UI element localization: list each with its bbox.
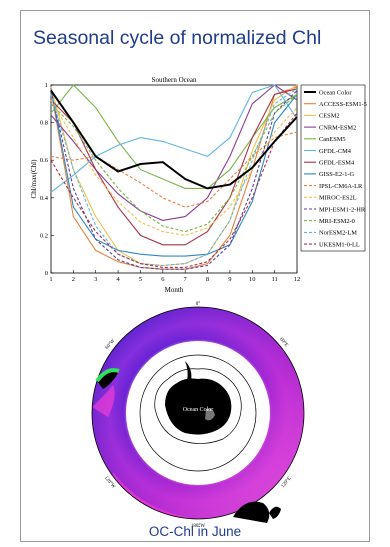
y-tick-label: 0.6 [40,157,49,164]
lon-label-180w: 180°W [191,524,205,529]
y-tick-label: 0.2 [40,232,48,239]
series-line [50,90,298,270]
antarctic-chl-map: Ocean Color 0° 60°E 120°E 180°W 120°W 60… [91,302,305,529]
legend-entry: GISS-E2-1-G [319,171,355,178]
new-zealand [269,506,281,519]
x-tick-label: 11 [272,276,278,283]
legend-entry: CNRM-ESM2 [319,124,356,131]
legend-entry: CESM2 [319,113,340,120]
antarctic-peninsula [185,361,192,381]
series-line [50,84,298,189]
series-line [50,84,298,221]
legend-entry: NorESM2-LM [319,230,357,237]
x-tick-label: 8 [206,276,209,283]
y-tick-label: 0.4 [40,195,49,202]
legend: Ocean Color ACCESS-ESM1-5 CESM2 CNRM-ESM2 Ca… [304,89,367,248]
legend-entry: GFDL-CM4 [319,148,352,155]
x-tick-label: 9 [228,276,231,283]
ice-edge-contour [154,368,242,444]
x-axis-label: Month [165,286,184,294]
y-tick-label: 0.8 [40,120,48,127]
x-tick-label: 5 [139,276,142,283]
series-lines [50,84,298,270]
series-line [50,99,298,236]
map-caption: OC-Chl in June [148,524,242,539]
series-line [50,86,298,270]
legend-entry: MRI-ESM2-0 [319,218,355,225]
y-tick-label: 1 [45,82,48,89]
series-line [50,112,298,268]
coastal-bloom [95,368,120,383]
x-tick-label: 6 [161,276,165,283]
series-line [50,93,298,233]
map-center-label: Ocean Color [183,407,214,413]
slide-title: Seasonal cycle of normalized Chl [33,27,322,49]
legend-entry: IPSL-CM6A-LR [319,183,363,190]
antarctica-land [165,378,232,435]
plot-area [50,84,298,274]
series-line [50,84,298,193]
series-line [50,88,298,246]
series-line [50,84,298,267]
y-tick-label: 0 [45,270,48,277]
legend-entry: UKESM1-0-LL [319,241,360,248]
lon-label-0: 0° [196,302,201,307]
legend-entry: CanESM5 [319,136,346,143]
legend-entry: MPI-ESM1-2-HR [319,206,366,213]
series-line [50,131,298,208]
legend-entry: GFDL-ESM4 [319,160,355,167]
slide-frame: Seasonal cycle of normalized Chl Souther… [20,10,370,542]
x-tick-label: 7 [184,276,188,283]
legend-box [300,84,366,252]
series-line [50,90,298,190]
legend-entry: Ocean Color [319,89,352,96]
y-axis-label: Chl/max(Chl) [30,159,38,199]
legend-entry: ACCESS-ESM1-5 [319,101,367,108]
x-tick-label: 2 [72,276,75,283]
lon-label-60w: 60°W [105,338,117,350]
ice-shelf [205,408,215,421]
australia [233,501,270,523]
x-tick-label: 10 [249,276,256,283]
legend-entry: MIROC-ES2L [319,195,357,202]
lon-label-60e: 60°E [278,337,288,348]
front-contour [139,354,257,472]
x-tick-label: 1 [49,276,52,283]
chart-title: Southern Ocean [152,76,197,84]
x-tick-label: 4 [116,276,120,283]
x-tick-label: 12 [294,276,301,283]
lon-label-120e: 120°E [281,476,293,489]
x-tick-label: 3 [94,276,97,283]
